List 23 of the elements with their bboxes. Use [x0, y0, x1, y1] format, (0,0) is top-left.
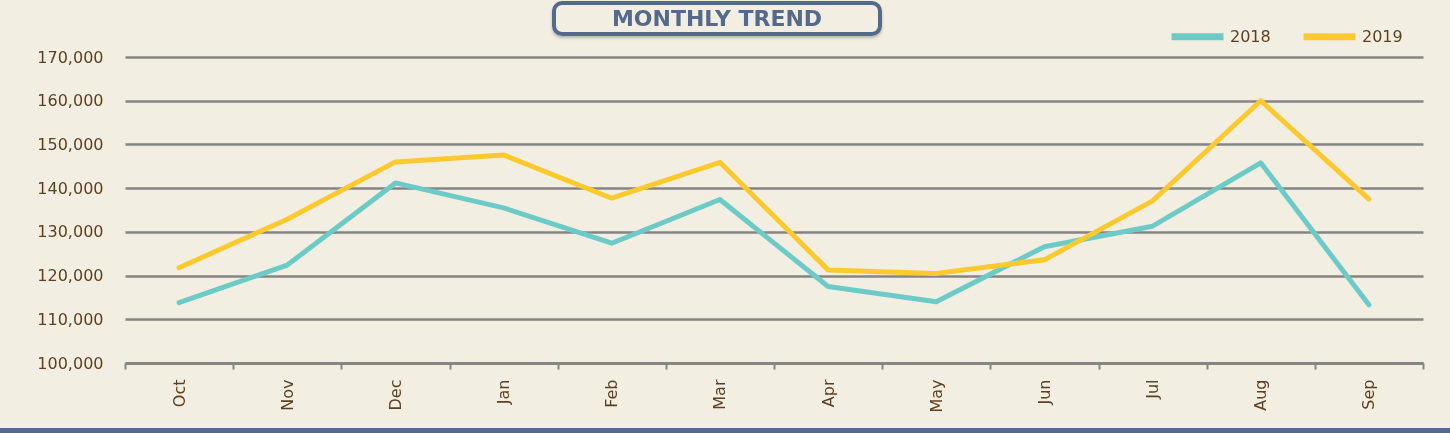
y-tick-label: 140,000	[37, 178, 104, 198]
chart-title: MONTHLY TREND	[611, 6, 823, 31]
x-tick-label: Apr	[818, 379, 838, 408]
y-tick-label: 120,000	[37, 266, 104, 286]
x-tick-label: Jan	[494, 379, 514, 406]
x-tick-label: Feb	[602, 379, 622, 408]
y-tick-label: 150,000	[37, 134, 104, 154]
x-tick-label: Jun	[1034, 379, 1054, 406]
y-tick-label: 110,000	[37, 309, 104, 329]
legend-label: 2018	[1230, 26, 1271, 46]
x-tick-label: Aug	[1251, 379, 1271, 411]
y-tick-label: 160,000	[37, 91, 104, 111]
x-tick-label: Oct	[169, 379, 189, 408]
y-tick-label: 130,000	[37, 222, 104, 242]
x-tick-label: Dec	[385, 379, 405, 411]
y-tick-label: 170,000	[37, 47, 104, 67]
y-tick-label: 100,000	[37, 353, 104, 373]
x-tick-label: Nov	[277, 379, 297, 411]
x-tick-label: May	[926, 379, 946, 413]
x-tick-label: Mar	[710, 379, 730, 410]
x-tick-label: Sep	[1359, 379, 1379, 410]
x-tick-label: Jul	[1143, 379, 1163, 400]
legend-label: 2019	[1362, 26, 1403, 46]
